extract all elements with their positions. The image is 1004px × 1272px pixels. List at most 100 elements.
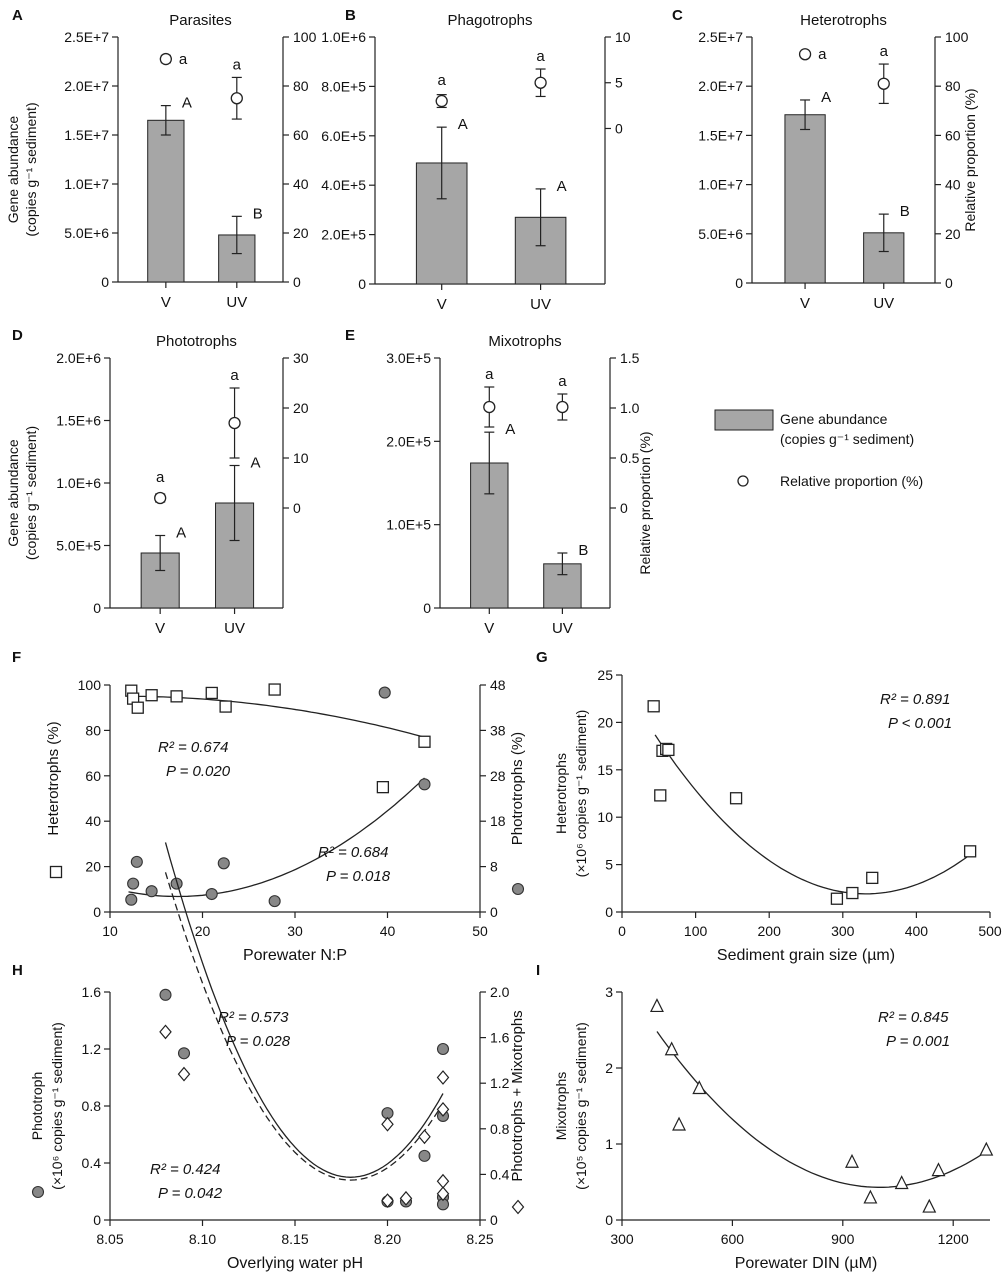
y-right-tick-label: 80 bbox=[293, 78, 309, 94]
y-left-tick-label: 25 bbox=[597, 667, 613, 683]
x-tick-label: 500 bbox=[978, 923, 1002, 939]
proportion-point bbox=[534, 76, 547, 89]
data-point bbox=[418, 735, 431, 748]
data-point bbox=[866, 871, 879, 885]
y-left-tick-label: 1.6 bbox=[82, 984, 102, 1000]
panel-title: Phagotrophs bbox=[447, 12, 532, 29]
y-left-axis-label-line2: (×10⁵ copies g⁻¹ sediment) bbox=[573, 1022, 589, 1190]
panel-b: B Phagotrophs 0 2.0E+5 4.0E+5 6.0E+5 8.0E+5 1.0… bbox=[321, 7, 631, 313]
x-tick-label: UV bbox=[552, 620, 573, 637]
data-point bbox=[418, 1149, 431, 1162]
y-right-tick-label: 8 bbox=[490, 859, 498, 875]
data-point bbox=[145, 689, 158, 702]
y-right-axis-label: Photrotrophs (%) bbox=[509, 732, 526, 845]
annotation-r2: R² = 0.684 bbox=[318, 844, 388, 861]
y-left-tick-label: 0 bbox=[93, 1212, 101, 1228]
panel-letter: E bbox=[345, 327, 355, 344]
data-point bbox=[219, 700, 232, 713]
bar-significance-letter: A bbox=[176, 525, 186, 542]
x-axis-label: Porewater DIN (µM) bbox=[735, 1255, 878, 1272]
fit-curve bbox=[164, 872, 444, 1181]
fit-curve bbox=[164, 842, 444, 1178]
y-left-tick-label: 15 bbox=[597, 762, 613, 778]
annotation-p: P = 0.028 bbox=[226, 1033, 291, 1050]
data-point bbox=[436, 1101, 450, 1117]
fit-curve bbox=[654, 734, 971, 895]
bar bbox=[784, 114, 826, 284]
x-tick-label: UV bbox=[226, 294, 247, 311]
data-point bbox=[159, 988, 172, 1001]
x-tick-label: V bbox=[161, 294, 171, 311]
y-left-tick-label: 10 bbox=[597, 809, 613, 825]
x-tick-label: 8.20 bbox=[374, 1231, 401, 1247]
data-point bbox=[922, 1198, 937, 1213]
panel-title: Mixotrophs bbox=[488, 333, 561, 350]
y-left-tick-label: 60 bbox=[85, 768, 101, 784]
point-significance-letter: a bbox=[230, 367, 239, 384]
y-right-axis-label: Relative proportion (%) bbox=[637, 431, 653, 574]
legend-circle-marker bbox=[737, 475, 749, 487]
y-left-axis-label-line2: (copies g⁻¹ sediment) bbox=[23, 426, 39, 560]
panel-e: E Mixotrophs 0 1.0E+5 2.0E+5 3.0E+5 0 0.5 1.0 1.5… bbox=[345, 327, 653, 637]
x-tick-label: 40 bbox=[380, 923, 396, 939]
data-point bbox=[268, 895, 281, 908]
x-tick-label: 8.25 bbox=[466, 1231, 493, 1247]
x-tick-label: V bbox=[800, 295, 810, 312]
proportion-point bbox=[435, 94, 448, 108]
annotation-p: P < 0.001 bbox=[888, 715, 952, 732]
y-left-tick-label: 0 bbox=[93, 600, 101, 616]
data-point bbox=[963, 845, 977, 858]
annotation-p: P = 0.020 bbox=[166, 763, 231, 780]
bar-significance-letter: A bbox=[251, 455, 261, 472]
data-point bbox=[672, 1116, 687, 1131]
x-tick-label: 300 bbox=[831, 923, 855, 939]
y-left-tick-label: 2 bbox=[605, 1060, 613, 1076]
y-right-label-marker bbox=[511, 1199, 525, 1215]
data-point bbox=[217, 857, 230, 870]
y-left-tick-label: 20 bbox=[85, 859, 101, 875]
y-left-tick-label: 2.0E+5 bbox=[321, 227, 366, 243]
panel-letter: C bbox=[672, 7, 683, 24]
data-point bbox=[436, 1186, 450, 1202]
x-axis-label: Sediment grain size (µm) bbox=[717, 947, 895, 964]
y-right-tick-label: 1.2 bbox=[490, 1075, 510, 1091]
data-point bbox=[127, 877, 140, 890]
x-tick-label: UV bbox=[530, 296, 551, 313]
y-right-tick-label: 0 bbox=[620, 500, 628, 516]
data-point bbox=[378, 686, 391, 699]
y-left-tick-label: 1.2 bbox=[82, 1041, 102, 1057]
x-tick-label: UV bbox=[224, 620, 245, 637]
data-point bbox=[863, 1189, 878, 1204]
panel-letter: A bbox=[12, 7, 23, 24]
annotation-r2: R² = 0.845 bbox=[878, 1009, 949, 1026]
y-left-tick-label: 5.0E+5 bbox=[56, 538, 101, 554]
data-point bbox=[654, 789, 667, 802]
annotation-p: P = 0.001 bbox=[886, 1033, 950, 1050]
y-right-tick-label: 60 bbox=[293, 127, 309, 143]
bar-significance-letter: A bbox=[505, 421, 515, 438]
data-point bbox=[979, 1141, 994, 1156]
y-left-tick-label: 0 bbox=[93, 904, 101, 920]
y-right-tick-label: 40 bbox=[945, 177, 961, 193]
x-tick-label: 100 bbox=[684, 923, 708, 939]
data-point bbox=[436, 1070, 450, 1085]
data-point bbox=[376, 781, 390, 794]
y-right-tick-label: 100 bbox=[293, 29, 317, 45]
bar-significance-letter: B bbox=[900, 203, 910, 220]
proportion-point bbox=[556, 400, 569, 414]
panel-letter: F bbox=[12, 649, 21, 666]
y-right-tick-label: 100 bbox=[945, 29, 969, 45]
y-left-tick-label: 1.0E+7 bbox=[698, 177, 743, 193]
bar-significance-letter: A bbox=[821, 89, 831, 106]
data-point bbox=[381, 1116, 394, 1132]
y-right-tick-label: 0 bbox=[615, 120, 623, 136]
data-point bbox=[268, 683, 281, 696]
bar bbox=[514, 216, 567, 285]
y-left-tick-label: 1.0E+6 bbox=[321, 29, 366, 45]
legend-bar-label-line2: (copies g⁻¹ sediment) bbox=[780, 431, 914, 447]
y-left-tick-label: 0 bbox=[605, 1212, 613, 1228]
x-tick-label: 20 bbox=[195, 923, 211, 939]
point-significance-letter: a bbox=[818, 46, 827, 63]
